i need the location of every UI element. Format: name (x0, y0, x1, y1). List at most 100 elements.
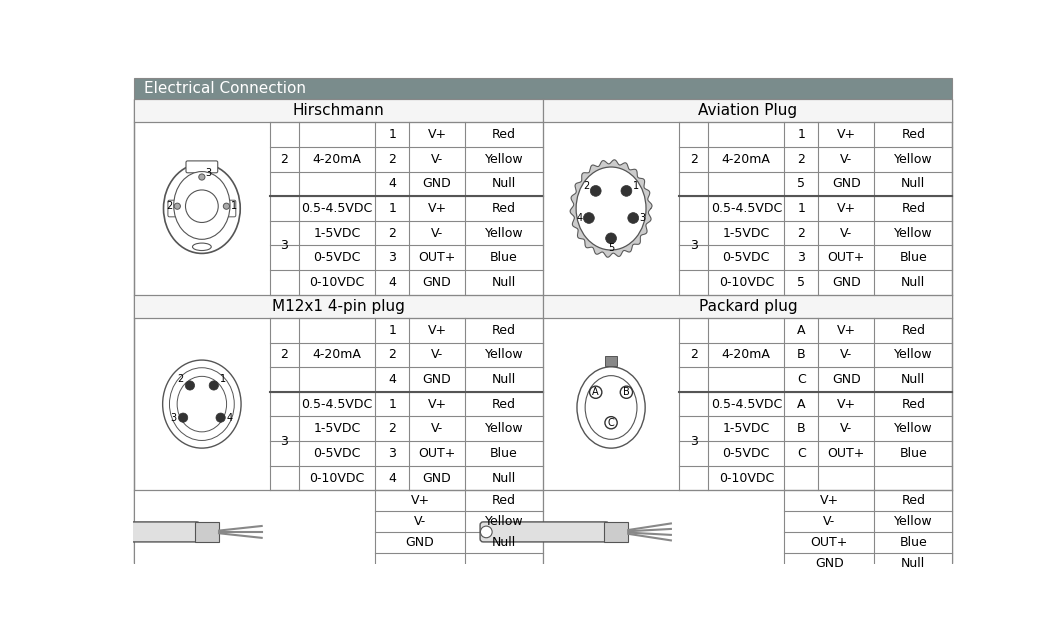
Circle shape (620, 386, 633, 398)
Text: 1: 1 (388, 202, 396, 215)
Text: GND: GND (832, 276, 861, 289)
Text: GND: GND (832, 178, 861, 190)
Text: 3: 3 (171, 413, 177, 423)
Text: 1: 1 (220, 374, 226, 384)
Text: 1: 1 (231, 201, 237, 211)
Text: 1: 1 (388, 128, 396, 141)
Bar (134, 295, 543, 318)
Text: A: A (593, 387, 599, 398)
Text: 5: 5 (797, 178, 806, 190)
Text: 2: 2 (388, 422, 396, 435)
Text: V-: V- (431, 422, 443, 435)
Ellipse shape (177, 377, 227, 432)
Text: Yellow: Yellow (484, 422, 524, 435)
Text: V-: V- (431, 348, 443, 361)
Text: Aviation Plug: Aviation Plug (699, 103, 797, 118)
Text: 0-10VDC: 0-10VDC (310, 472, 365, 484)
Text: 0-10VDC: 0-10VDC (310, 276, 365, 289)
Text: Red: Red (901, 202, 925, 215)
Text: 1-5VDC: 1-5VDC (723, 227, 770, 240)
Circle shape (590, 186, 601, 197)
Text: B: B (797, 422, 806, 435)
Text: Yellow: Yellow (484, 227, 524, 240)
Text: Yellow: Yellow (894, 153, 933, 165)
Text: Red: Red (492, 324, 516, 337)
Circle shape (71, 526, 83, 538)
Text: 4: 4 (388, 472, 396, 484)
Text: Blue: Blue (490, 251, 518, 264)
Circle shape (583, 212, 595, 223)
Text: 3: 3 (797, 251, 806, 264)
Circle shape (605, 233, 617, 243)
Text: 2: 2 (388, 348, 396, 361)
Text: 2: 2 (690, 348, 697, 361)
Text: 0.5-4.5VDC: 0.5-4.5VDC (710, 398, 782, 411)
Text: A: A (797, 398, 806, 411)
Text: Red: Red (901, 128, 925, 141)
Text: Null: Null (901, 557, 925, 569)
Text: Red: Red (901, 398, 925, 411)
Ellipse shape (174, 172, 230, 239)
Circle shape (199, 174, 205, 180)
Bar (605, 356, 617, 366)
Ellipse shape (577, 167, 646, 250)
Text: 0.5-4.5VDC: 0.5-4.5VDC (301, 398, 373, 411)
Circle shape (480, 526, 492, 538)
Text: GND: GND (423, 472, 452, 484)
FancyBboxPatch shape (480, 522, 610, 542)
Text: 1: 1 (633, 181, 639, 191)
Text: 4: 4 (577, 213, 583, 223)
Text: Null: Null (901, 178, 925, 190)
Text: GND: GND (815, 557, 844, 569)
Circle shape (589, 386, 602, 398)
FancyBboxPatch shape (71, 522, 200, 542)
Text: C: C (797, 373, 806, 386)
Text: 2: 2 (281, 153, 288, 165)
Text: V+: V+ (427, 398, 446, 411)
Text: OUT+: OUT+ (811, 536, 848, 549)
Text: GND: GND (832, 373, 861, 386)
Text: V+: V+ (819, 495, 838, 507)
Text: 4-20mA: 4-20mA (722, 348, 771, 361)
Text: Yellow: Yellow (894, 227, 933, 240)
Text: 2: 2 (690, 153, 697, 165)
Bar (134, 99, 543, 122)
Text: V-: V- (841, 227, 852, 240)
Text: 0-5VDC: 0-5VDC (723, 251, 770, 264)
Text: 2: 2 (281, 348, 288, 361)
Text: V-: V- (841, 153, 852, 165)
Text: V+: V+ (427, 128, 446, 141)
Text: OUT+: OUT+ (419, 447, 456, 460)
Text: 2: 2 (388, 153, 396, 165)
Text: Yellow: Yellow (894, 515, 933, 528)
Circle shape (174, 203, 180, 209)
Circle shape (621, 186, 632, 197)
Text: V-: V- (841, 422, 852, 435)
Text: C: C (797, 447, 806, 460)
Bar (543, 490, 953, 574)
Ellipse shape (193, 243, 211, 250)
Text: GND: GND (406, 536, 435, 549)
Text: Red: Red (901, 324, 925, 337)
Text: Null: Null (492, 178, 516, 190)
Text: 2: 2 (583, 181, 589, 191)
FancyBboxPatch shape (186, 161, 217, 173)
Text: V+: V+ (836, 128, 855, 141)
Circle shape (186, 190, 218, 223)
Text: Red: Red (492, 128, 516, 141)
Text: OUT+: OUT+ (419, 251, 456, 264)
Text: 4-20mA: 4-20mA (313, 153, 361, 165)
Text: 0-5VDC: 0-5VDC (314, 251, 360, 264)
Text: Null: Null (901, 373, 925, 386)
Text: V+: V+ (836, 398, 855, 411)
Text: Red: Red (492, 398, 516, 411)
Text: V+: V+ (410, 495, 429, 507)
Circle shape (628, 212, 639, 223)
Bar (134, 77, 953, 99)
Text: Yellow: Yellow (484, 348, 524, 361)
Bar (604, 522, 629, 542)
Text: Electrical Connection: Electrical Connection (144, 81, 306, 96)
Text: V-: V- (413, 515, 426, 528)
Text: 0-10VDC: 0-10VDC (719, 276, 774, 289)
Text: Red: Red (492, 495, 516, 507)
